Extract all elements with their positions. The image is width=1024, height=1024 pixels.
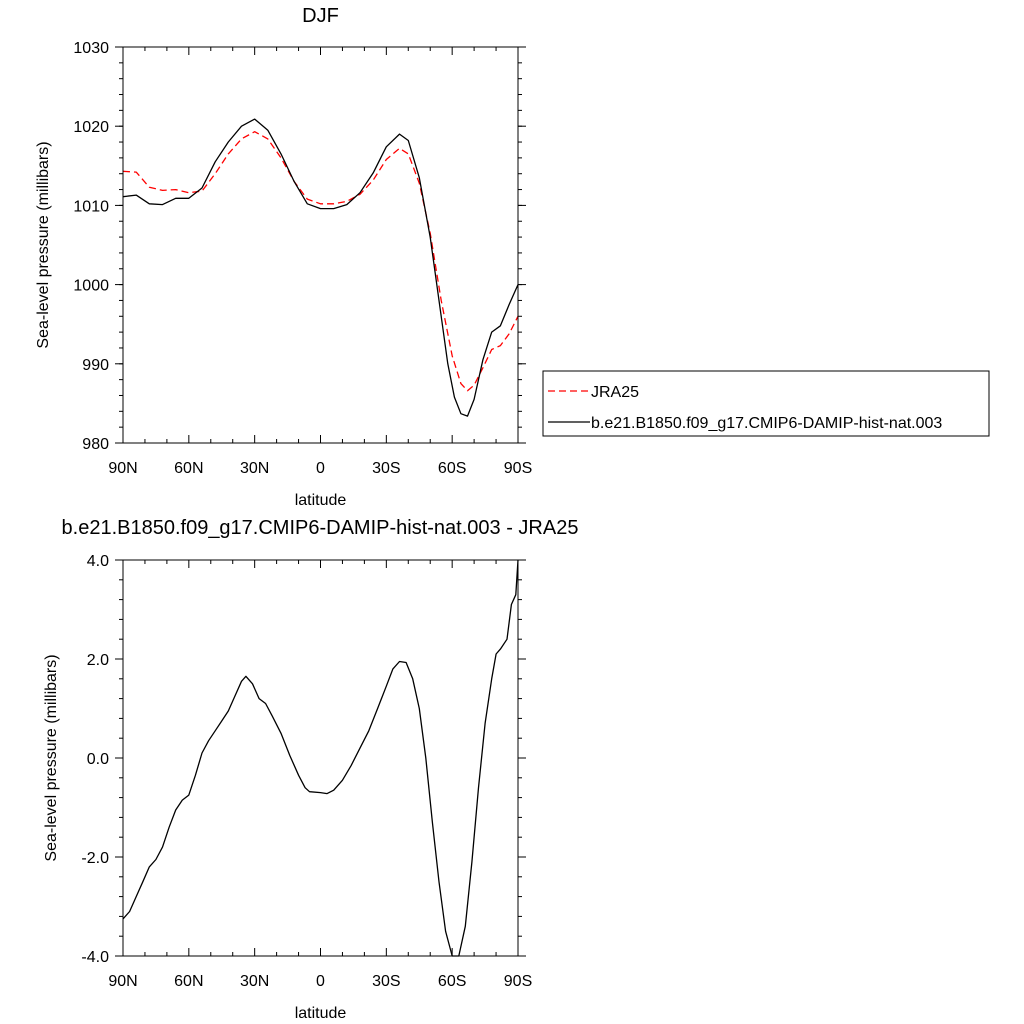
bottom-xtick-label: 90N: [108, 973, 137, 990]
bottom-ytick-label: 0.0: [87, 751, 109, 768]
bottom-chart-ylabel: Sea-level pressure (millibars): [43, 654, 60, 861]
bottom-xtick-label: 90S: [504, 973, 532, 990]
top-xtick-label: 90S: [504, 460, 532, 477]
bottom-chart-series-group: [122, 559, 519, 957]
top-ytick-label: 980: [82, 436, 109, 453]
bottom-xtick-label: 60N: [174, 973, 203, 990]
bottom-ytick-label: 4.0: [87, 553, 109, 570]
bottom-chart-ticks: 90N 60N 30N 0 30S 60S 90S -4.0 -2.0 0.0 2.0 4.0: [81, 553, 532, 990]
top-ytick-label: 1020: [73, 119, 109, 136]
top-xtick-label: 90N: [108, 460, 137, 477]
top-series-line-1: [122, 118, 519, 417]
top-xtick-label: 30S: [372, 460, 400, 477]
bottom-series-line-0: [122, 559, 519, 957]
top-ytick-label: 990: [82, 357, 109, 374]
legend-label-jra25: JRA25: [591, 384, 639, 401]
top-xtick-label: 60N: [174, 460, 203, 477]
bottom-xtick-label: 30S: [372, 973, 400, 990]
top-xtick-label: 30N: [240, 460, 269, 477]
top-chart-ylabel: Sea-level pressure (millibars): [35, 141, 52, 348]
top-chart-frame: [122, 46, 519, 444]
top-ytick-label: 1030: [73, 40, 109, 57]
bottom-ytick-label: -4.0: [81, 949, 109, 966]
bottom-xtick-label: 0: [316, 973, 325, 990]
top-chart-series-group: [122, 118, 519, 417]
bottom-chart-panel: b.e21.B1850.f09_g17.CMIP6-DAMIP-hist-nat…: [43, 517, 578, 1022]
bottom-chart-xlabel: latitude: [295, 1005, 347, 1022]
legend: JRA25 b.e21.B1850.f09_g17.CMIP6-DAMIP-hi…: [542, 370, 990, 437]
top-chart-title: DJF: [302, 5, 339, 27]
top-chart-panel: DJF 90N 60N 30N 0 30S 60S 90S 980 990 1000 1010 102…: [35, 5, 532, 509]
top-chart-ticks: 90N 60N 30N 0 30S 60S 90S 980 990 1000 1010 1020 103…: [73, 40, 532, 477]
top-xtick-label: 0: [316, 460, 325, 477]
bottom-ytick-label: 2.0: [87, 652, 109, 669]
top-xtick-label: 60S: [438, 460, 466, 477]
bottom-xtick-label: 60S: [438, 973, 466, 990]
top-ytick-label: 1010: [73, 198, 109, 215]
top-chart-xlabel: latitude: [295, 492, 347, 509]
legend-box: [542, 370, 990, 437]
bottom-ytick-label: -2.0: [81, 850, 109, 867]
top-series-line-0: [122, 131, 519, 392]
legend-label-model: b.e21.B1850.f09_g17.CMIP6-DAMIP-hist-nat…: [591, 415, 942, 432]
bottom-xtick-label: 30N: [240, 973, 269, 990]
top-ytick-label: 1000: [73, 278, 109, 295]
bottom-chart-title: b.e21.B1850.f09_g17.CMIP6-DAMIP-hist-nat…: [62, 517, 579, 539]
bottom-chart-frame: [122, 559, 519, 957]
